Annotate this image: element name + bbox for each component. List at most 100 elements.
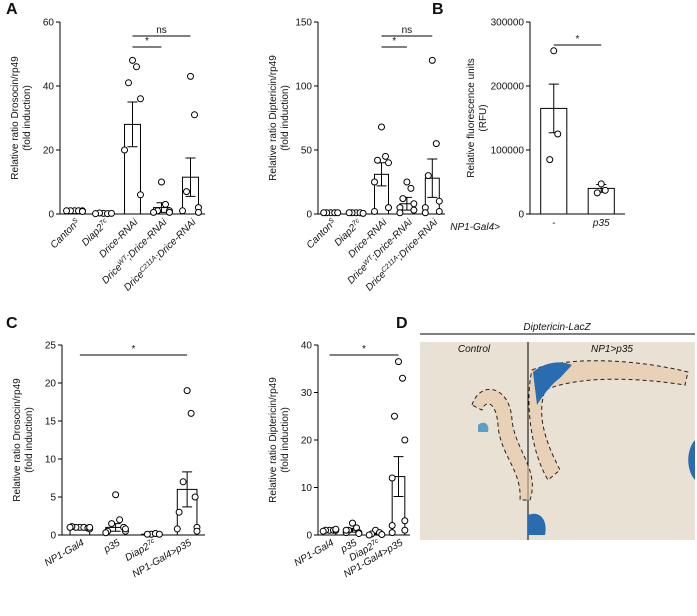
data-point: [355, 530, 363, 538]
data-point: [371, 207, 379, 215]
data-point: [136, 95, 144, 103]
significance-label: *: [392, 36, 396, 47]
y-tick-label: 20: [45, 379, 57, 390]
y-tick-label: 30: [301, 388, 313, 399]
data-point: [550, 47, 558, 55]
y-tick-label: 10: [301, 483, 313, 494]
x-tick-text: p35: [101, 537, 122, 556]
data-point: [173, 525, 181, 533]
data-point: [332, 525, 340, 533]
data-point: [391, 412, 398, 420]
y-tick-label: 50: [301, 146, 313, 157]
panel-label: D: [396, 315, 408, 332]
error-bar: [182, 471, 193, 508]
data-point: [121, 146, 129, 154]
d-right: NP1>p35: [591, 344, 633, 355]
data-point: [388, 529, 396, 537]
y-axis-label: (fold induction): [22, 85, 33, 151]
y-tick-label: 25: [45, 341, 57, 352]
data-point: [179, 478, 187, 486]
x-tick-label: p35: [592, 218, 610, 229]
x-axis-label: NP1-Gal4>: [450, 222, 500, 233]
data-point: [396, 209, 404, 217]
y-axis-label: Relative ratio Drosocin/rp49: [10, 56, 21, 180]
data-point: [378, 123, 385, 131]
significance-label: ns: [402, 25, 413, 36]
y-tick-label: 0: [518, 210, 524, 221]
data-point: [78, 207, 86, 215]
y-tick-label: 15: [45, 417, 57, 428]
data-point: [384, 159, 392, 167]
y-tick-label: 100000: [491, 146, 525, 157]
data-point: [435, 197, 443, 205]
data-point: [187, 72, 194, 80]
x-tick-label: NP1-Gal4: [292, 537, 336, 569]
x-tick-label: -: [552, 218, 556, 229]
d-stain: [478, 422, 489, 432]
data-point: [191, 493, 199, 501]
d-stain: [528, 513, 546, 535]
x-tick-label: CantonS: [304, 217, 338, 251]
data-point: [388, 522, 396, 529]
y-axis-label: Relative fluorescence units: [466, 58, 477, 178]
data-point: [395, 358, 402, 366]
data-point: [129, 56, 136, 64]
y-axis-label: Relative ratio Drosocin/rp49: [12, 378, 23, 502]
y-tick-label: 40: [301, 341, 313, 352]
y-axis-label: Relative ratio Diptericin/rp49: [268, 55, 279, 181]
y-tick-label: 100: [295, 82, 312, 93]
data-point: [179, 207, 187, 215]
data-point: [371, 178, 379, 186]
data-point: [601, 186, 609, 194]
x-tick-superscript: 7c: [98, 216, 109, 227]
d-stain: [688, 440, 695, 480]
data-point: [102, 529, 110, 537]
panel-label: B: [432, 1, 444, 18]
y-tick-label: 0: [50, 531, 56, 542]
data-point: [407, 184, 415, 192]
data-point: [150, 208, 158, 216]
data-point: [175, 508, 183, 516]
data-point: [86, 523, 94, 531]
y-tick-label: 0: [306, 210, 312, 221]
data-point: [410, 200, 418, 208]
data-point: [401, 517, 409, 525]
data-point: [92, 210, 100, 218]
data-point: [421, 209, 429, 217]
y-tick-label: 0: [306, 531, 312, 542]
data-point: [384, 204, 392, 212]
data-point: [121, 525, 129, 533]
data-point: [116, 516, 124, 524]
data-point: [108, 520, 116, 528]
data-point: [63, 207, 71, 215]
data-point: [399, 374, 406, 382]
data-point: [401, 526, 409, 534]
y-tick-label: 20: [43, 146, 55, 157]
y-axis-label: (fold induction): [280, 85, 291, 151]
data-point: [345, 209, 353, 217]
data-point: [428, 56, 436, 64]
y-axis-label: Relative ratio Diptericin/rp49: [268, 377, 279, 503]
panel-label: C: [6, 315, 18, 332]
data-point: [136, 191, 144, 199]
x-tick-text: -: [552, 218, 556, 229]
data-point: [378, 531, 386, 539]
data-point: [191, 111, 198, 119]
error-bar: [127, 101, 138, 148]
data-point: [342, 526, 350, 534]
data-point: [143, 530, 151, 538]
d-title: Diptericin-LacZ: [523, 322, 591, 333]
data-point: [158, 178, 165, 186]
data-point: [133, 63, 140, 71]
x-tick-text: NP1-Gal4: [43, 537, 87, 569]
data-point: [382, 152, 389, 160]
y-tick-label: 40: [43, 82, 55, 93]
data-point: [187, 409, 195, 417]
d-left: Control: [458, 344, 491, 355]
error-bar: [185, 157, 196, 197]
y-tick-label: 20: [301, 436, 313, 447]
data-point: [320, 209, 328, 217]
data-point: [374, 156, 381, 164]
x-tick-superscript: 7c: [351, 216, 362, 227]
